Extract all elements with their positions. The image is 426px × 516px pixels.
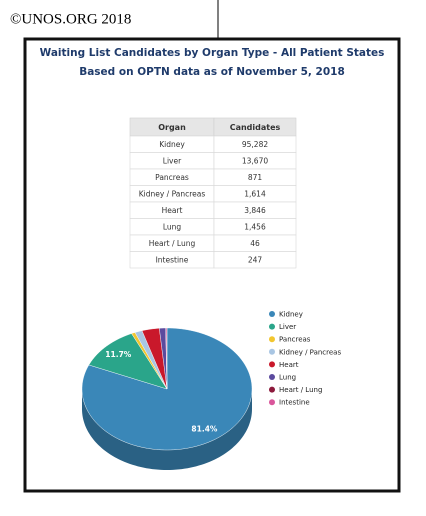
legend-label: Kidney bbox=[279, 311, 303, 319]
column-header: Organ bbox=[158, 123, 186, 132]
copyright: ©UNOS.ORG 2018 bbox=[10, 11, 131, 27]
legend-marker bbox=[269, 336, 275, 343]
cell-text: Intestine bbox=[156, 255, 189, 264]
legend-marker bbox=[269, 311, 275, 317]
legend-label: Liver bbox=[279, 323, 296, 331]
column-header: Candidates bbox=[230, 123, 281, 132]
cell-text: Lung bbox=[163, 222, 182, 231]
cell-text: 247 bbox=[248, 255, 263, 264]
cell-text: Kidney bbox=[159, 140, 185, 149]
cell-text: Pancreas bbox=[155, 173, 189, 182]
slice-label: 11.7% bbox=[105, 350, 132, 359]
cell-text: 3,846 bbox=[244, 206, 266, 215]
table: Organ Candidates Kidney 95,282 Liver 13,670 Pa… bbox=[129, 117, 297, 269]
legend-label: Pancreas bbox=[279, 336, 311, 344]
legend-marker bbox=[269, 386, 275, 393]
cell-text: 13,670 bbox=[242, 156, 268, 165]
title: Waiting List Candidates by Organ Type - … bbox=[40, 47, 385, 59]
slice-side bbox=[82, 389, 252, 470]
legend-label: Heart bbox=[279, 361, 299, 369]
subtitle: Based on OPTN data as of November 5, 201… bbox=[79, 66, 345, 78]
table-cell bbox=[213, 251, 297, 269]
cell-text: Liver bbox=[163, 156, 182, 165]
legend-marker bbox=[269, 399, 275, 406]
legend-marker bbox=[269, 323, 275, 330]
legend-label: Heart / Lung bbox=[279, 386, 322, 394]
pie-chart: 81.4% 11.7% Kidney Liver Pancreas Kidney / Pa… bbox=[81, 311, 341, 470]
cell-text: Kidney / Pancreas bbox=[139, 189, 206, 198]
legend-marker bbox=[269, 374, 275, 380]
legend-label: Kidney / Pancreas bbox=[279, 348, 341, 356]
pie-slice bbox=[88, 333, 168, 390]
cell-text: 871 bbox=[248, 173, 263, 182]
cell-text: 95,282 bbox=[242, 140, 268, 149]
legend-label: Lung bbox=[279, 374, 296, 382]
cell-text: Heart / Lung bbox=[149, 239, 196, 248]
pie-slice bbox=[165, 327, 168, 390]
slice-label: 81.4% bbox=[191, 425, 218, 434]
cell-text: 1,456 bbox=[244, 222, 266, 231]
cell-text: Heart bbox=[162, 206, 183, 215]
cell-text: 46 bbox=[250, 239, 260, 248]
cell-text: 1,614 bbox=[244, 189, 266, 198]
legend-marker bbox=[269, 361, 275, 368]
legend-marker bbox=[269, 348, 275, 355]
legend-label: Intestine bbox=[279, 399, 310, 407]
pie-slice bbox=[141, 328, 168, 390]
